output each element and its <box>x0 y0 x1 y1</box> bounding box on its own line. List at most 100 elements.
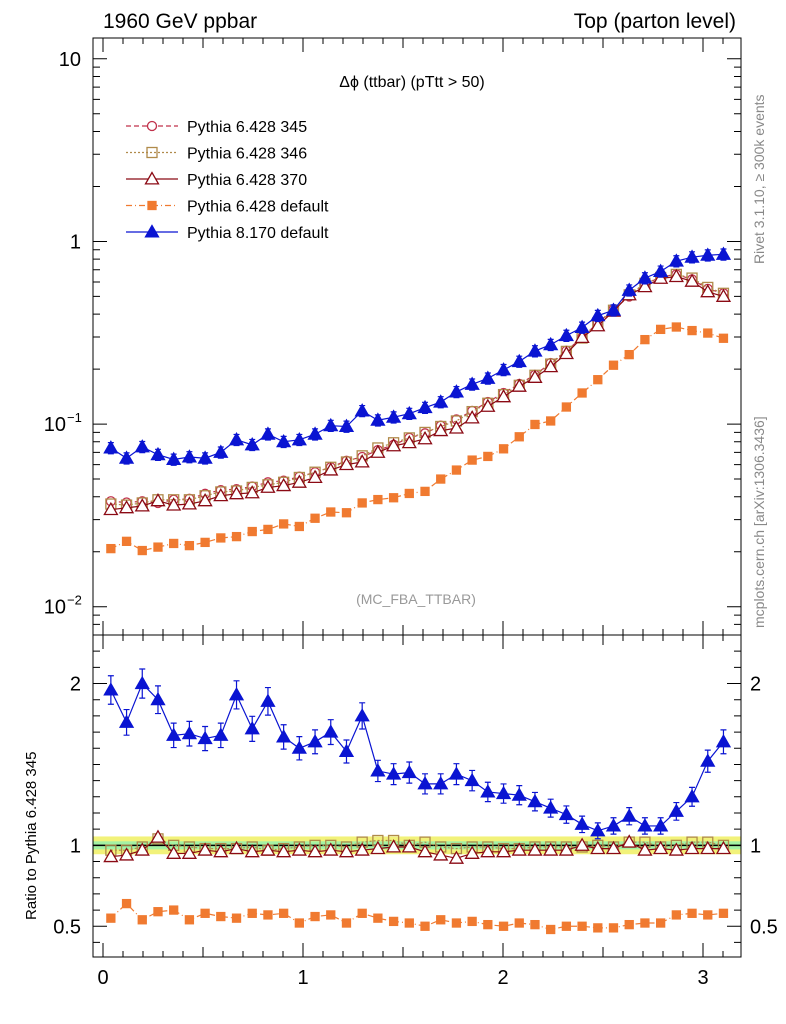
main-point-p8def <box>150 446 166 461</box>
main-point-p370 <box>417 431 433 445</box>
legend-label-p370: Pythia 6.428 370 <box>187 172 307 189</box>
ratio-ylabel: Ratio to Pythia 6.428 345 <box>23 752 40 920</box>
ratio-point-p370 <box>103 848 119 863</box>
main-point-p370 <box>574 329 590 343</box>
main-point-p8def <box>700 247 716 261</box>
ratio-point-p370 <box>166 845 182 859</box>
ratio-panel: 0.5 0.5 1 1 2 2 0 1 2 3 Ratio to Pythia 6.428 345 <box>23 634 778 989</box>
main-point-p8def <box>543 336 559 351</box>
ratio-ytick-label-right: 2 <box>750 674 761 696</box>
ratio-point-p8def <box>637 818 653 832</box>
main-point-p8def <box>684 249 700 263</box>
ratio-point-p370 <box>621 834 637 848</box>
main-series-group <box>103 246 732 556</box>
main-point-p370 <box>150 493 166 507</box>
ratio-point-p6def <box>624 919 634 930</box>
ratio-point-p8def <box>464 772 480 787</box>
main-point-p8def <box>495 362 512 376</box>
ratio-point-p8def <box>495 785 512 800</box>
ratio-xtick-label: 2 <box>497 967 508 989</box>
ratio-point-p8def <box>134 675 150 690</box>
ratio-point-p8def <box>213 727 229 741</box>
ratio-ytick-label-left: 1 <box>70 835 81 857</box>
ratio-xtick-label: 3 <box>697 967 708 989</box>
ratio-point-p8def <box>181 725 198 740</box>
ratio-series-group <box>103 668 732 935</box>
ratio-point-p6def <box>671 910 681 920</box>
ratio-point-p6def <box>718 908 729 918</box>
main-point-p370 <box>590 318 606 332</box>
main-point-p370 <box>511 378 527 392</box>
ratio-point-p8def <box>543 800 559 814</box>
main-point-p370 <box>354 454 370 468</box>
ratio-point-p370 <box>495 844 512 858</box>
ratio-ytick-label-right: 1 <box>750 835 761 857</box>
main-ytick-label: 10 <box>59 49 81 71</box>
ratio-point-p370 <box>244 844 260 858</box>
main-point-p6def <box>326 507 336 517</box>
ratio-point-p8def <box>260 693 276 707</box>
ratio-point-p6def <box>640 918 650 928</box>
main-point-p6def <box>530 419 540 430</box>
legend-marker-p346 <box>146 146 158 159</box>
ratio-point-p370 <box>574 837 590 851</box>
ratio-ytick-label-left: 2 <box>70 674 81 696</box>
ratio-point-p6def <box>655 918 666 928</box>
main-point-p370 <box>668 268 684 283</box>
ratio-point-p370 <box>307 844 323 858</box>
main-point-p6def <box>718 333 729 343</box>
main-point-p370 <box>244 485 260 499</box>
main-point-p8def <box>291 432 307 446</box>
ratio-point-p6def <box>561 921 572 931</box>
ratio-xtick-label: 0 <box>97 967 108 989</box>
main-point-p6def <box>106 543 116 554</box>
legend-label-p345: Pythia 6.428 345 <box>187 119 307 136</box>
main-point-p370 <box>715 288 732 302</box>
main-line-p370 <box>110 275 724 511</box>
ratio-point-p370 <box>181 845 198 859</box>
ratio-point-p370 <box>323 842 339 856</box>
main-point-p8def <box>590 307 606 322</box>
ratio-point-p370 <box>134 842 150 856</box>
ratio-point-p370 <box>480 844 496 858</box>
ratio-point-p370 <box>276 844 292 858</box>
main-point-p370 <box>103 501 119 516</box>
main-point-p6def <box>294 521 304 532</box>
ratio-point-p370 <box>668 842 684 856</box>
ratio-point-p8def <box>244 721 260 735</box>
main-point-p370 <box>433 422 449 437</box>
main-point-p6def <box>200 537 210 548</box>
main-point-p370 <box>527 369 543 383</box>
ratio-point-p6def <box>703 910 713 920</box>
ratio-point-p6def <box>483 919 493 930</box>
main-point-p6def <box>153 542 163 552</box>
ratio-point-p6def <box>420 921 430 931</box>
legend-marker-p345 <box>146 120 158 132</box>
main-point-p8def <box>480 370 496 384</box>
main-point-p8def <box>197 450 213 464</box>
main-point-p370 <box>118 499 135 514</box>
ratio-point-p370 <box>150 829 166 843</box>
main-point-p8def <box>323 417 339 432</box>
ratio-point-p370 <box>511 842 527 856</box>
ratio-point-p370 <box>385 839 402 853</box>
ratio-point-p370 <box>433 847 449 861</box>
legend-label-p346: Pythia 6.428 346 <box>187 146 307 163</box>
ratio-point-p8def <box>150 691 166 706</box>
ratio-point-p8def <box>401 764 417 779</box>
ratio-point-p6def <box>310 911 320 922</box>
ratio-point-p8def <box>197 730 213 745</box>
main-ytick-exponent: −1 <box>67 410 82 425</box>
main-point-p370 <box>338 456 355 471</box>
ratio-point-p6def <box>326 910 336 920</box>
ratio-point-p8def <box>385 766 402 780</box>
ratio-ytick-label-left: 0.5 <box>53 916 81 938</box>
ratio-line-p8def <box>110 682 724 832</box>
main-point-p8def <box>354 403 370 417</box>
ratio-line-p370 <box>110 836 724 859</box>
main-point-p8def <box>558 327 575 342</box>
main-point-p6def <box>169 538 179 549</box>
main-point-p370 <box>276 477 292 492</box>
ratio-point-p8def <box>605 818 622 832</box>
ratio-point-p370 <box>401 839 417 853</box>
